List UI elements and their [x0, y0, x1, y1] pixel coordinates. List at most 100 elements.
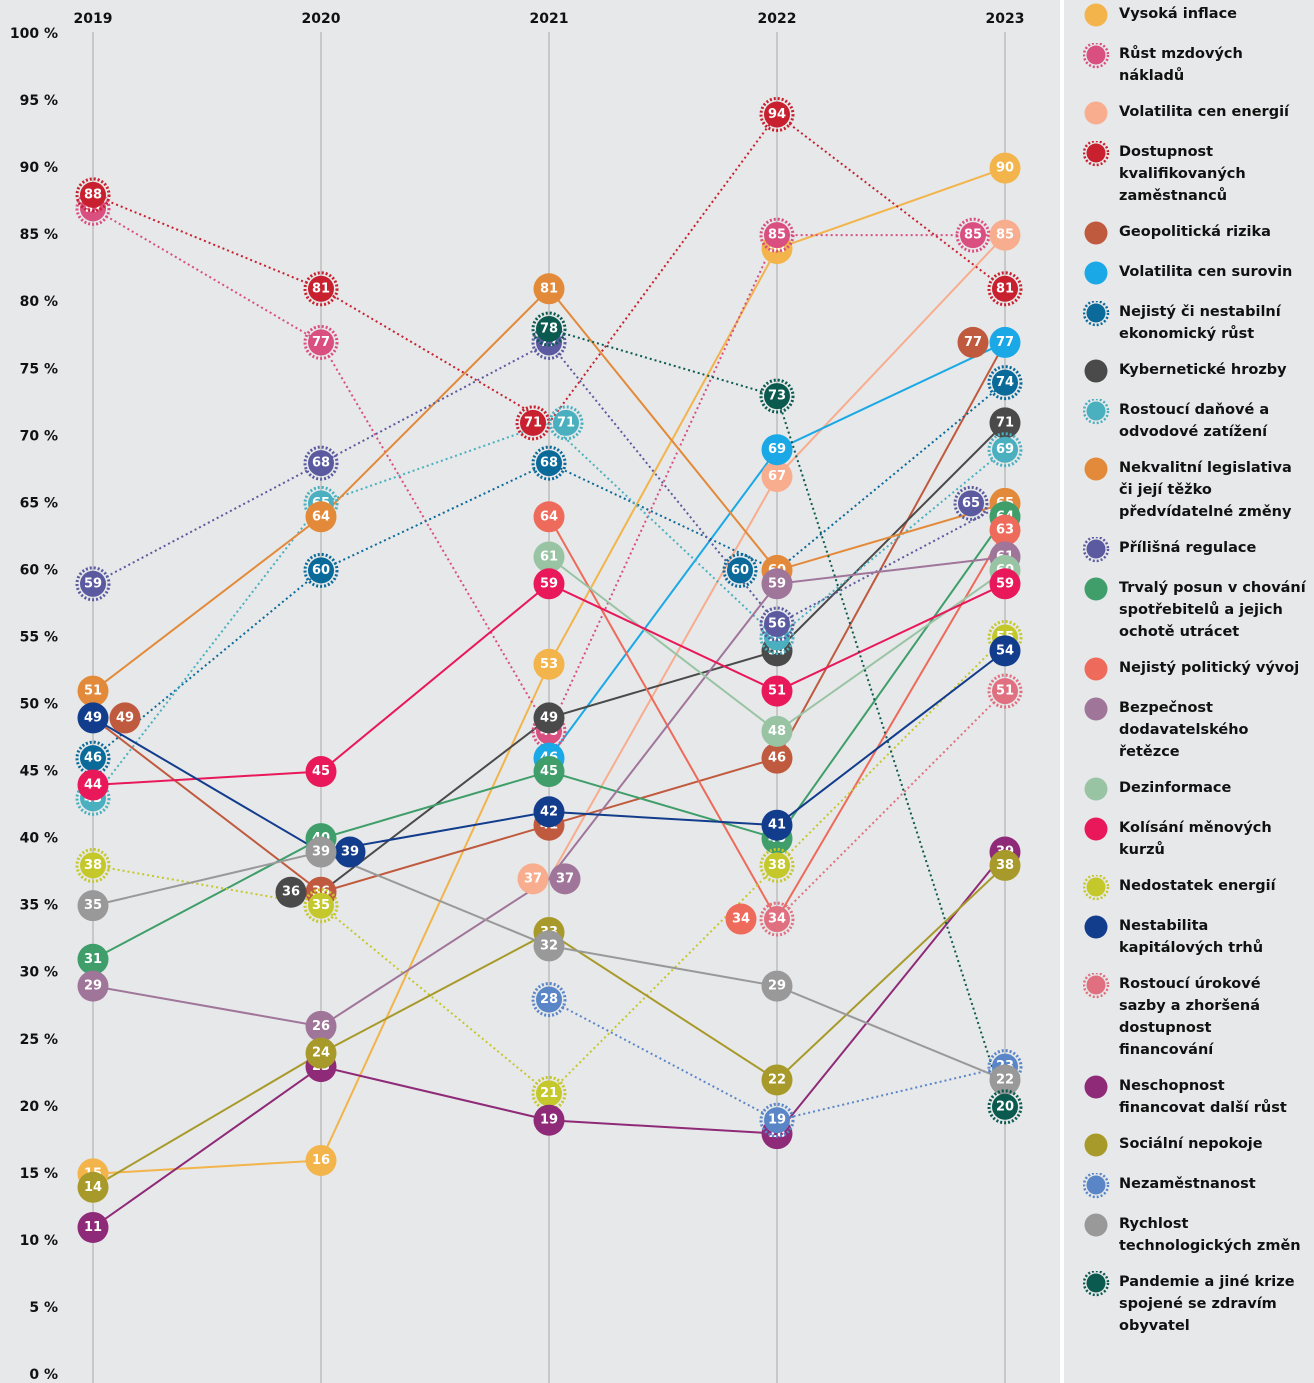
legend-label: Kolísání měnových kurzů	[1119, 820, 1272, 858]
legend-swatch	[1084, 457, 1108, 481]
legend-label: Rychlost technologických změn	[1119, 1216, 1301, 1254]
marker-ring	[987, 365, 1023, 401]
series-line	[776, 690, 1006, 920]
legend-item: Bezpečnost dodavatelského řetězce	[1083, 697, 1308, 763]
marker: 59	[989, 568, 1021, 600]
data-label: 41	[768, 818, 786, 833]
legend-label: Nedostatek energií	[1119, 878, 1276, 894]
legend-label: Bezpečnost dodavatelského řetězce	[1119, 700, 1249, 760]
data-label: 45	[540, 764, 558, 779]
data-label: 59	[84, 576, 102, 591]
legend-icon	[1083, 43, 1110, 69]
legend-swatch	[1084, 777, 1108, 801]
legend-swatch	[1084, 817, 1108, 841]
marker: 73	[759, 378, 795, 414]
data-label: 85	[964, 228, 982, 243]
marker: 36	[275, 876, 307, 908]
marker: 42	[533, 796, 565, 828]
legend-icon	[1084, 3, 1108, 27]
data-point	[80, 852, 106, 879]
legend-swatch	[1084, 1075, 1108, 1099]
data-label: 63	[996, 523, 1014, 538]
data-point	[80, 570, 106, 597]
legend-swatch	[1084, 1133, 1108, 1157]
data-label: 64	[540, 509, 558, 524]
data-point	[536, 1080, 562, 1107]
marker: 71	[989, 407, 1021, 439]
marker-ring	[531, 311, 567, 347]
legend-icon	[1084, 777, 1108, 801]
data-point	[989, 514, 1021, 546]
marker: 74	[987, 365, 1023, 401]
data-point	[533, 756, 565, 788]
data-point	[308, 450, 334, 477]
data-label: 53	[540, 657, 558, 672]
data-label: 19	[540, 1113, 558, 1128]
marker: 44	[77, 769, 109, 801]
data-label: 20	[996, 1099, 1014, 1114]
marker-ring	[531, 445, 567, 481]
data-point	[761, 434, 793, 466]
legend-label: Dostupnost kvalifikovaných zaměstnanců	[1119, 144, 1246, 204]
data-label: 24	[312, 1046, 330, 1061]
legend-item: Volatilita cen energií	[1083, 101, 1308, 127]
legend-ring	[1083, 1173, 1110, 1199]
marker: 39	[334, 836, 366, 868]
marker: 60	[722, 552, 758, 588]
data-point	[533, 930, 565, 962]
y-tick-label: 90 %	[20, 160, 58, 176]
legend-item: Pandemie a jiné krize spojené se zdravím…	[1083, 1271, 1308, 1337]
legend-item: Nejistý či nestabilní ekonomický růst	[1083, 301, 1308, 345]
data-point	[305, 501, 337, 533]
marker-ring	[303, 552, 339, 588]
data-point	[533, 1104, 565, 1136]
marker: 45	[533, 756, 565, 788]
marker-ring	[303, 445, 339, 481]
data-label: 48	[768, 724, 786, 739]
data-point	[533, 541, 565, 573]
data-point	[992, 1093, 1018, 1120]
data-point	[992, 436, 1018, 463]
data-point	[109, 702, 141, 734]
marker: 48	[761, 715, 793, 747]
data-label: 19	[768, 1113, 786, 1128]
marker: 56	[759, 606, 795, 642]
legend-ring	[1083, 973, 1110, 999]
data-label: 46	[768, 751, 786, 766]
marker: 60	[303, 552, 339, 588]
x-tick-label: 2023	[986, 11, 1025, 27]
legend-icon	[1083, 537, 1110, 563]
data-point	[80, 745, 106, 772]
marker: 38	[759, 847, 795, 883]
marker: 49	[109, 702, 141, 734]
legend-icon	[1083, 301, 1110, 327]
marker: 64	[533, 501, 565, 533]
y-tick-label: 75 %	[20, 361, 58, 377]
data-label: 68	[312, 456, 330, 471]
marker-ring	[303, 271, 339, 307]
marker: 26	[305, 1010, 337, 1042]
data-point	[989, 152, 1021, 184]
legend-ring	[1083, 537, 1110, 563]
data-label: 22	[768, 1072, 786, 1087]
data-point	[989, 568, 1021, 600]
data-point	[77, 943, 109, 975]
legend-icon	[1083, 141, 1110, 167]
markers: 1516538490877748858537678588817194814936…	[75, 96, 1023, 1243]
marker-ring	[759, 606, 795, 642]
legend-ring	[1083, 875, 1110, 901]
data-point	[957, 326, 989, 358]
data-label: 61	[540, 549, 558, 564]
marker: 46	[761, 742, 793, 774]
data-point	[761, 1064, 793, 1096]
legend-icon	[1083, 875, 1110, 901]
data-label: 26	[312, 1019, 330, 1034]
data-label: 34	[768, 912, 786, 927]
marker-ring	[987, 673, 1023, 709]
marker: 32	[533, 930, 565, 962]
y-tick-label: 10 %	[20, 1233, 58, 1249]
marker: 81	[303, 271, 339, 307]
legend-icon	[1084, 359, 1108, 383]
